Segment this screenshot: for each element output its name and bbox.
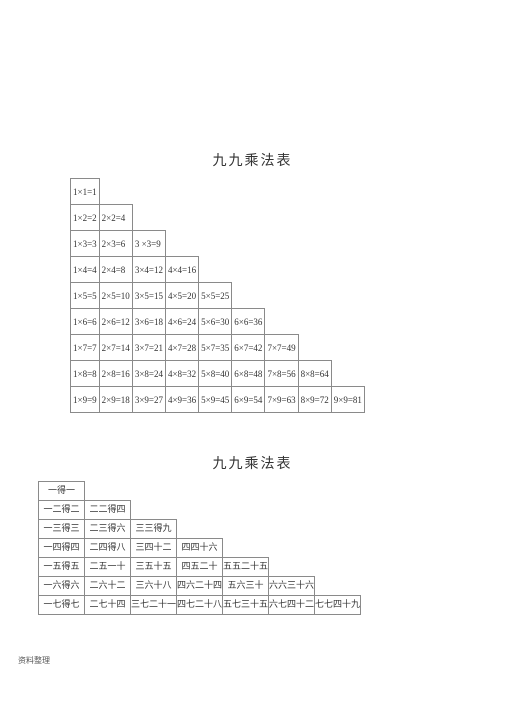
table-cell: 4×8=32 [165, 361, 198, 387]
table-cell: 二三得六 [85, 520, 131, 539]
table-cell: 二七十四 [85, 596, 131, 615]
table-cell: 5×6=30 [199, 309, 232, 335]
table-cell: 四六二十四 [177, 577, 223, 596]
table-cell: 3×6=18 [132, 309, 165, 335]
table-cell: 7×8=56 [265, 361, 298, 387]
table-cell: 五五二十五 [223, 558, 269, 577]
table-cell: 6×7=42 [232, 335, 265, 361]
table-cell: 2×8=16 [99, 361, 132, 387]
table-cell: 六六三十六 [269, 577, 315, 596]
title-1: 九九乘法表 [18, 150, 487, 170]
table-cell: 4×5=20 [165, 283, 198, 309]
table-cell: 2×2=4 [99, 205, 132, 231]
table-cell: 7×9=63 [265, 387, 298, 413]
table-cell: 二六十二 [85, 577, 131, 596]
table-cell: 1×2=2 [71, 205, 100, 231]
table-cell: 2×5=10 [99, 283, 132, 309]
footer-text: 资料整理 [18, 655, 50, 666]
table-cell: 1×9=9 [71, 387, 100, 413]
table-cell: 一三得三 [39, 520, 85, 539]
table-cell: 五六三十 [223, 577, 269, 596]
table-cell: 一五得五 [39, 558, 85, 577]
table-cell: 6×6=36 [232, 309, 265, 335]
table-cell: 1×6=6 [71, 309, 100, 335]
table-cell: 1×7=7 [71, 335, 100, 361]
multiplication-table-numeric: 1×1=11×2=22×2=41×3=32×3=63 ×3=9 1×4=42×4=… [70, 178, 365, 413]
table-cell: 4×4=16 [165, 257, 198, 283]
table-cell: 二四得八 [85, 539, 131, 558]
table-cell: 三七二十一 [131, 596, 177, 615]
table-cell: 三五十五 [131, 558, 177, 577]
table-cell: 2×3=6 [99, 231, 132, 257]
table-cell: 一得一 [39, 482, 85, 501]
table-cell: 2×9=18 [99, 387, 132, 413]
table-cell: 1×8=8 [71, 361, 100, 387]
table-cell: 5×5=25 [199, 283, 232, 309]
table-cell: 1×5=5 [71, 283, 100, 309]
table-cell: 3×8=24 [132, 361, 165, 387]
table-cell: 2×7=14 [99, 335, 132, 361]
table-cell: 六七四十二 [269, 596, 315, 615]
table-cell: 一六得六 [39, 577, 85, 596]
table-cell: 1×3=3 [71, 231, 100, 257]
title-2: 九九乘法表 [18, 453, 487, 473]
table-cell: 8×8=64 [298, 361, 331, 387]
multiplication-table-chinese: 一得一一二得二二二得四一三得三二三得六三三得九一四得四二四得八三四十二四四十六一… [38, 481, 361, 615]
table-cell: 四五二十 [177, 558, 223, 577]
table-cell: 6×8=48 [232, 361, 265, 387]
table-cell: 1×1=1 [71, 179, 100, 205]
table-cell: 七七四十九 [315, 596, 361, 615]
table-cell: 3×5=15 [132, 283, 165, 309]
table-cell: 三四十二 [131, 539, 177, 558]
table-cell: 四四十六 [177, 539, 223, 558]
table-cell: 4×6=24 [165, 309, 198, 335]
table-cell: 3×9=27 [132, 387, 165, 413]
table-cell: 4×7=28 [165, 335, 198, 361]
table-cell: 9×9=81 [331, 387, 364, 413]
table-cell: 5×9=45 [199, 387, 232, 413]
table-cell: 5×8=40 [199, 361, 232, 387]
table-cell: 二二得四 [85, 501, 131, 520]
table-cell: 3×4=12 [132, 257, 165, 283]
table-cell: 4×9=36 [165, 387, 198, 413]
table-cell: 1×4=4 [71, 257, 100, 283]
table-cell: 一七得七 [39, 596, 85, 615]
table-cell: 一四得四 [39, 539, 85, 558]
table-cell: 一二得二 [39, 501, 85, 520]
table-cell: 2×4=8 [99, 257, 132, 283]
table-cell: 8×9=72 [298, 387, 331, 413]
table-cell: 2×6=12 [99, 309, 132, 335]
table-cell: 6×9=54 [232, 387, 265, 413]
table-cell: 三三得九 [131, 520, 177, 539]
table-cell: 7×7=49 [265, 335, 298, 361]
table-cell: 四七二十八 [177, 596, 223, 615]
table-cell: 五七三十五 [223, 596, 269, 615]
table-cell: 3×7=21 [132, 335, 165, 361]
table-cell: 5×7=35 [199, 335, 232, 361]
table-cell: 三六十八 [131, 577, 177, 596]
table-cell: 二五一十 [85, 558, 131, 577]
table-cell: 3 ×3=9 [132, 231, 165, 257]
